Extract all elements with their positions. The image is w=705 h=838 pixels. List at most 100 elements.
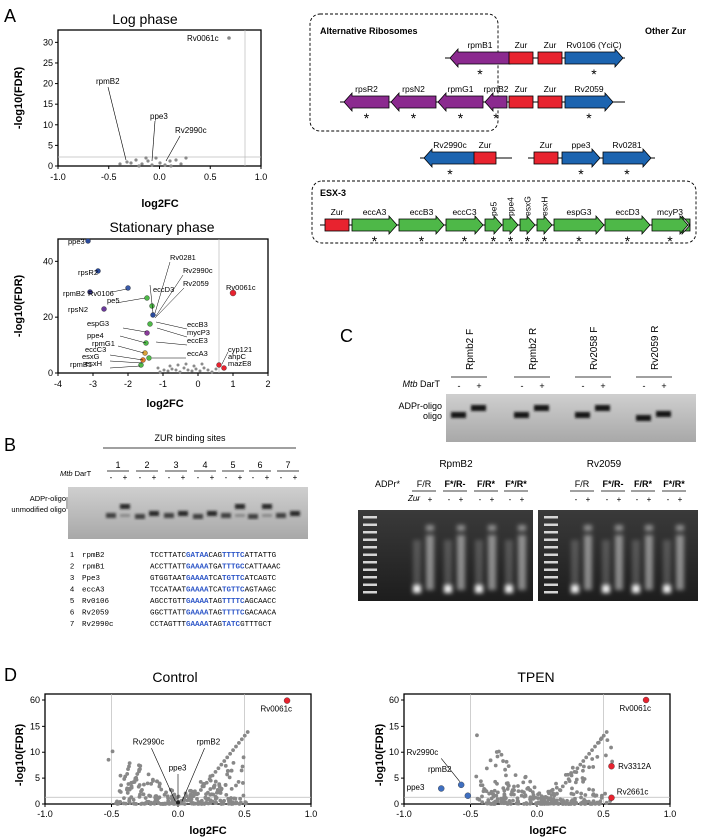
c-zur-minus: - — [509, 495, 512, 504]
c-zur-plus: + — [520, 495, 525, 504]
log-ytick-label: 15 — [43, 99, 53, 109]
log-ytick-label: 20 — [43, 79, 53, 89]
d-ytick-label: 10 — [389, 747, 399, 757]
log-phase-title: Log phase — [112, 11, 178, 27]
b-label-adpr: ADPr-oligo — [30, 494, 66, 503]
log-ytick-label: 0 — [48, 161, 53, 171]
d-xtick-label: -0.5 — [463, 809, 479, 819]
d-point-label: Rv2661c — [617, 788, 649, 797]
zur-box — [508, 51, 534, 65]
log-ytick-label: 10 — [43, 120, 53, 130]
gene-arrow — [423, 147, 477, 169]
d-point-label: ppe3 — [407, 783, 425, 792]
b-lane-number: 2 — [144, 460, 149, 470]
site-gene: rpmB2 — [82, 552, 105, 560]
stat-point-label: esxG — [82, 352, 100, 361]
stat-point-label: Rv0281 — [170, 253, 196, 262]
c-top-gel — [446, 394, 696, 442]
star-marker: * — [364, 110, 370, 126]
stat-point-label: ppe4 — [87, 331, 104, 340]
stat-point-label: Rv2059 — [183, 279, 209, 288]
d-ytick-label: 5 — [394, 773, 399, 783]
stat-ytick-label: 20 — [43, 312, 53, 322]
gene-label: eccA3 — [363, 207, 387, 217]
c-zur-plus: + — [678, 495, 683, 504]
c-lane-label: Rv2059 R — [650, 326, 661, 370]
b-plus: + — [152, 473, 157, 482]
site-number: 1 — [70, 550, 74, 559]
zur-label: Zur — [331, 207, 344, 217]
b-plus: + — [181, 473, 186, 482]
gene-label: eccB3 — [410, 207, 434, 217]
stat-point-label: esxH — [85, 359, 102, 368]
d-ytick-label: 15 — [389, 721, 399, 731]
gene-arrow — [343, 91, 390, 113]
c-plus: + — [661, 381, 666, 391]
d-xtick-label: -1.0 — [396, 809, 412, 819]
site-number: 6 — [70, 608, 74, 617]
control-plot: -1.0 -0.5 0.0 0.5 1.0 0 5 10 15 60 Rv0061c Rv2990c r… — [30, 693, 318, 819]
b-minus: - — [168, 473, 171, 482]
stationary-phase-title: Stationary phase — [109, 219, 214, 235]
gene-label: esxH — [540, 197, 550, 216]
c-zur-minus: - — [636, 495, 639, 504]
site-gene: Rv2990c — [82, 621, 114, 629]
c-zur-plus: + — [459, 495, 464, 504]
stat-point-label: ppe3 — [68, 237, 85, 246]
zur-box — [537, 51, 563, 65]
gene-arrow — [553, 214, 605, 236]
gene-arrow — [502, 214, 519, 236]
gene-label: Rv0281 — [612, 140, 642, 150]
stat-point-label: cyp121 — [228, 345, 252, 354]
b-plus: + — [210, 473, 215, 482]
zur-label: Zur — [544, 84, 557, 94]
c-label-adpr: ADPr-oligo — [398, 401, 442, 411]
alt-ribosomes-title: Alternative Ribosomes — [320, 26, 418, 36]
b-lane-number: 7 — [285, 460, 290, 470]
star-marker: * — [591, 66, 597, 82]
c-pair-label: F*/R- — [603, 479, 624, 489]
b-minus: - — [139, 473, 142, 482]
gene-label: rpmB2 — [483, 84, 508, 94]
c-zur-plus: + — [490, 495, 495, 504]
c-zur-plus: + — [647, 495, 652, 504]
stat-xtick-label: 1 — [230, 379, 235, 389]
control-title: Control — [152, 669, 197, 685]
gene-label: mcyP3 — [657, 207, 683, 217]
b-plus: + — [293, 473, 298, 482]
c-label-oligo: oligo — [423, 411, 442, 421]
d-xtick-label: -0.5 — [104, 809, 120, 819]
site-sequence: CCTAGTTTGAAAATAGTATCGTTTGCT — [150, 621, 272, 629]
log-label-rv0061c: Rv0061c — [187, 34, 219, 43]
star-marker: * — [624, 166, 630, 182]
star-marker: * — [586, 110, 592, 126]
b-lane-number: 4 — [202, 460, 207, 470]
zur-box — [324, 218, 350, 232]
gene-arrow — [437, 91, 484, 113]
site-sequence: TCCTTATCGATAACAGTTTTCATTATTG — [150, 552, 277, 560]
gene-arrow — [681, 214, 691, 236]
site-gene: Rv2059 — [82, 610, 109, 618]
b-lane-number: 1 — [115, 460, 120, 470]
site-sequence: ACCTTATTGAAAATGATTTGCCATTAAAC — [150, 564, 281, 572]
c-minus: - — [521, 381, 524, 391]
star-marker: * — [625, 233, 631, 249]
c-pair-label: F*/R* — [663, 479, 685, 489]
panel-d: Control TPEN -1.0 -0.5 0.0 0.5 1.0 0 5 10 15 60 Rv… — [14, 669, 676, 837]
gene-arrow — [484, 214, 503, 236]
site-sequence: GGCTTATTGAAAATAGTTTTCGACAACA — [150, 610, 277, 618]
c-zur-minus: - — [667, 495, 670, 504]
zur-box — [533, 151, 559, 165]
stat-xtick-label: -2 — [124, 379, 132, 389]
d-xtick-label: 1.0 — [305, 809, 318, 819]
panel-letter-a: A — [4, 6, 16, 26]
b-label-unmod: unmodified oligo — [11, 505, 66, 514]
panel-c: Rpmb2 F Rpmb2 R Rv2058 F Rv2059 R Mtb DarT … — [358, 326, 698, 601]
log-xtick-label: -0.5 — [101, 172, 117, 182]
gene-label: Rv2990c — [433, 140, 467, 150]
zur-box — [508, 95, 534, 109]
panel-letter-b: B — [4, 435, 16, 455]
d-ytick-label: 15 — [30, 721, 40, 731]
site-number: 3 — [70, 573, 74, 582]
star-marker: * — [491, 233, 497, 249]
